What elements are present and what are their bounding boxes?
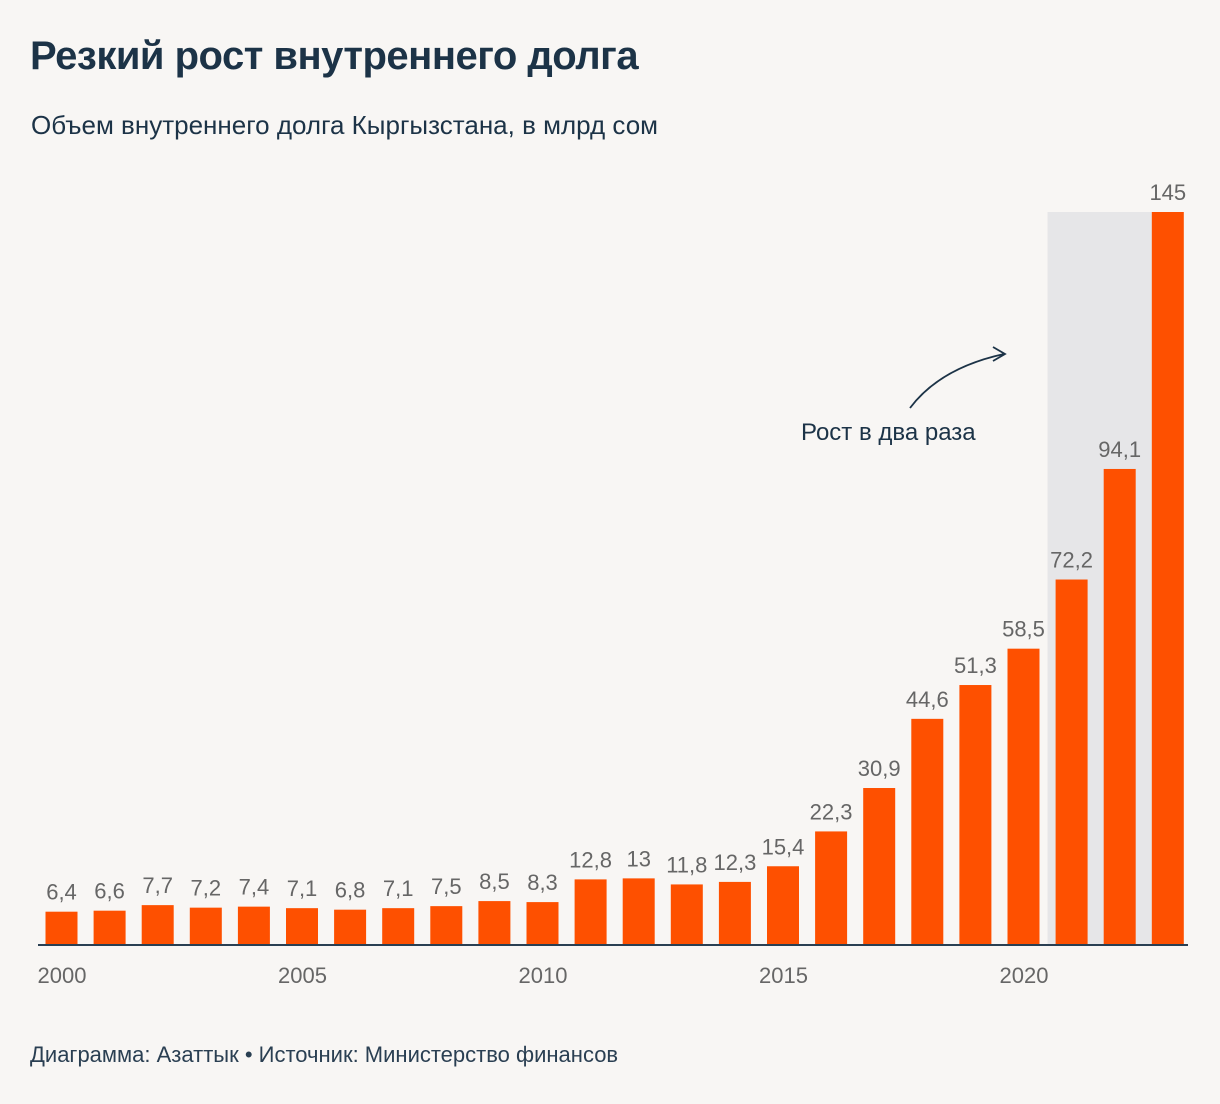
chart-title: Резкий рост внутреннего долга xyxy=(30,34,639,78)
value-label-2023: 145 xyxy=(1149,180,1186,205)
chart-subtitle: Объем внутреннего долга Кыргызстана, в м… xyxy=(31,110,659,140)
value-label-2003: 7,2 xyxy=(191,876,222,901)
x-tick-label-2020: 2020 xyxy=(1000,963,1049,988)
annotation-arrowhead xyxy=(992,346,1007,362)
value-label-2001: 6,6 xyxy=(94,879,125,904)
bar-2012 xyxy=(622,878,655,944)
bar-2022 xyxy=(1103,468,1136,944)
value-label-2021: 72,2 xyxy=(1050,548,1093,573)
bar-2011 xyxy=(574,879,607,944)
value-label-2016: 22,3 xyxy=(810,799,853,824)
bar-2015 xyxy=(767,866,799,944)
bar-2004 xyxy=(237,906,270,944)
bar-2005 xyxy=(286,908,318,944)
bar-2002 xyxy=(141,905,174,944)
value-label-2009: 8,5 xyxy=(479,869,510,894)
x-tick-label-2010: 2010 xyxy=(519,963,568,988)
value-label-2007: 7,1 xyxy=(383,876,414,901)
bar-2001 xyxy=(93,910,126,944)
bar-2021 xyxy=(1055,579,1088,944)
annotation-arrow xyxy=(909,353,1005,409)
annotation-text: Рост в два раза xyxy=(801,419,976,446)
value-label-2006: 6,8 xyxy=(335,878,366,903)
value-label-2019: 51,3 xyxy=(954,653,997,678)
x-tick-label-2005: 2005 xyxy=(278,963,327,988)
bar-2010 xyxy=(526,902,559,944)
value-labels-group: 6,4 6,6 7,7 7,2 7,4 7,1 6,8 7,1 7,5 8,5 8,3 12,8 13 1… xyxy=(46,180,1186,905)
bar-2020 xyxy=(1007,648,1040,944)
x-tick-label-2000: 2000 xyxy=(38,963,87,988)
value-label-2004: 7,4 xyxy=(239,875,270,900)
value-label-2002: 7,7 xyxy=(142,873,173,898)
value-label-2015: 15,4 xyxy=(762,834,805,859)
value-label-2013: 11,8 xyxy=(666,852,707,877)
bar-2009 xyxy=(478,901,511,944)
value-label-2005: 7,1 xyxy=(287,876,318,901)
value-label-2018: 44,6 xyxy=(906,687,949,712)
value-label-2010: 8,3 xyxy=(527,870,558,895)
bar-2006 xyxy=(334,909,367,944)
bar-2019 xyxy=(959,685,992,944)
bar-2023 xyxy=(1151,212,1184,944)
bars-group xyxy=(45,212,1184,944)
bar-2007 xyxy=(382,908,415,944)
bar-2017 xyxy=(863,788,896,944)
bar-2018 xyxy=(911,718,944,944)
value-label-2020: 58,5 xyxy=(1002,617,1045,642)
bar-2008 xyxy=(430,906,463,944)
value-label-2011: 12,8 xyxy=(569,847,612,872)
bar-2013 xyxy=(670,884,703,944)
bar-2003 xyxy=(189,907,222,944)
value-label-2008: 7,5 xyxy=(431,874,462,899)
x-tick-labels-group: 2000 2005 2010 2015 2020 xyxy=(38,963,1049,988)
value-label-2022: 94,1 xyxy=(1098,437,1141,462)
value-label-2012: 13 xyxy=(626,846,650,871)
value-label-2017: 30,9 xyxy=(858,756,901,781)
chart-footer: Диаграмма: Азаттык • Источник: Министерс… xyxy=(30,1042,619,1067)
x-tick-label-2015: 2015 xyxy=(759,963,808,988)
value-label-2014: 12,3 xyxy=(713,850,756,875)
value-label-2000: 6,4 xyxy=(46,880,77,905)
bar-2014 xyxy=(718,881,751,944)
bar-2000 xyxy=(45,911,78,944)
bar-2016 xyxy=(815,831,848,944)
